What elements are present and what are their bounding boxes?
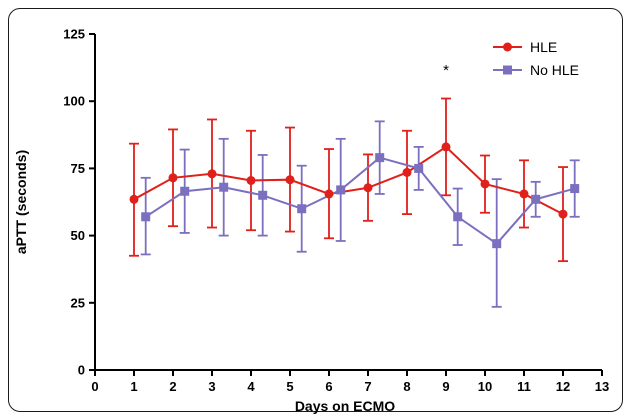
y-tick-label: 0 bbox=[78, 363, 85, 378]
chart-frame bbox=[8, 8, 623, 412]
x-tick-label: 1 bbox=[130, 379, 137, 394]
x-axis-title: Days on ECMO bbox=[295, 398, 395, 414]
hle-point bbox=[519, 189, 529, 199]
no-hle-point bbox=[492, 239, 502, 249]
legend-hle-marker bbox=[503, 42, 512, 52]
no-hle-point bbox=[258, 190, 268, 200]
hle-point bbox=[129, 194, 139, 204]
no-hle-point bbox=[531, 194, 541, 204]
hle-point bbox=[285, 175, 295, 185]
x-tick-label: 0 bbox=[91, 379, 98, 394]
series-lines bbox=[133, 145, 575, 245]
x-tick-label: 9 bbox=[442, 379, 449, 394]
hle-point bbox=[207, 169, 217, 179]
x-tick-label: 12 bbox=[556, 379, 570, 394]
hle-point bbox=[363, 183, 373, 193]
significance-annotation: * bbox=[443, 62, 449, 79]
hle-point bbox=[558, 209, 568, 219]
no-hle-point bbox=[336, 185, 346, 195]
hle-point bbox=[168, 173, 178, 183]
axes bbox=[94, 34, 602, 371]
x-tick-label: 6 bbox=[325, 379, 332, 394]
x-tick-label: 7 bbox=[364, 379, 371, 394]
no-hle-point bbox=[570, 184, 580, 194]
hle-series-line bbox=[133, 145, 564, 215]
x-tick-label: 5 bbox=[286, 379, 293, 394]
y-axis-title: aPTT (seconds) bbox=[13, 150, 29, 254]
y-tick-label: 100 bbox=[63, 94, 85, 109]
legend-no-hle-label: No HLE bbox=[530, 62, 579, 78]
no-hle-point bbox=[375, 153, 385, 163]
hle-point bbox=[324, 189, 334, 199]
no-hle-point bbox=[180, 186, 190, 196]
no-hle-point bbox=[141, 212, 151, 222]
legend-item-hle: HLE bbox=[493, 39, 557, 55]
hle-point bbox=[441, 142, 451, 152]
y-tick-label: 50 bbox=[71, 228, 85, 243]
x-tick-label: 4 bbox=[247, 379, 255, 394]
error-bars bbox=[129, 97, 580, 308]
legend: HLE No HLE bbox=[493, 39, 579, 78]
legend-hle-label: HLE bbox=[530, 39, 557, 55]
hle-point bbox=[402, 167, 412, 177]
hle-point bbox=[480, 179, 490, 189]
no-hle-point bbox=[414, 163, 424, 173]
legend-item-no-hle: No HLE bbox=[493, 62, 579, 78]
no-hle-point bbox=[219, 182, 229, 192]
y-tick-label: 75 bbox=[71, 161, 85, 176]
x-tick-label: 10 bbox=[478, 379, 492, 394]
x-tick-label: 2 bbox=[169, 379, 176, 394]
x-tick-label: 3 bbox=[208, 379, 215, 394]
no-hle-point bbox=[297, 204, 307, 214]
hle-point bbox=[246, 175, 256, 185]
series-markers bbox=[129, 142, 580, 249]
y-tick-label: 25 bbox=[71, 295, 85, 310]
x-tick-label: 11 bbox=[517, 379, 531, 394]
legend-no-hle-marker bbox=[503, 65, 512, 75]
x-tick-label: 8 bbox=[403, 379, 410, 394]
no-hle-series-line bbox=[145, 156, 575, 245]
x-tick-label: 13 bbox=[595, 379, 609, 394]
y-tick-label: 125 bbox=[63, 27, 85, 42]
no-hle-point bbox=[453, 212, 463, 222]
